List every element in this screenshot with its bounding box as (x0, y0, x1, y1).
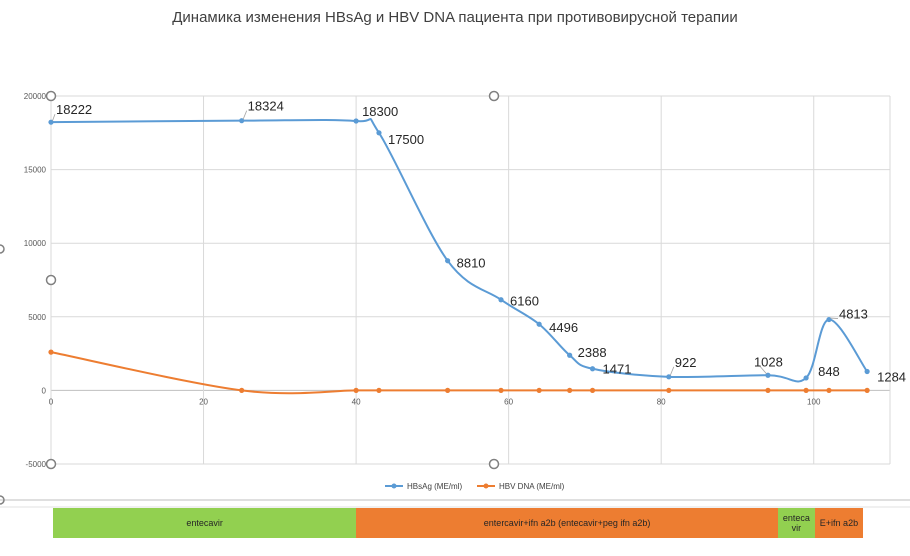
hbv-dna-marker (445, 387, 451, 393)
hbsag-marker (765, 372, 771, 378)
hbsag-marker (48, 119, 54, 125)
hbv-dna-marker (589, 387, 596, 393)
data-label: 6160 (510, 294, 539, 309)
y-tick-label: 5000 (28, 313, 46, 322)
series-lines (48, 117, 870, 395)
gridlines (0, 95, 910, 508)
data-label: 1028 (754, 354, 783, 369)
x-tick-label: 60 (504, 397, 513, 406)
hbv-dna-marker (239, 387, 245, 393)
data-label: 1284 (877, 369, 906, 384)
hbv-dna-marker (864, 387, 870, 393)
legend: HBsAg (МЕ/ml) HBV DNA (МЕ/ml) (385, 482, 565, 491)
data-label: 848 (818, 364, 840, 379)
data-label: 1471 (603, 362, 632, 377)
data-label: 4496 (549, 320, 578, 335)
hbv-dna-marker (567, 387, 573, 393)
hbsag-marker (445, 258, 451, 264)
chart-title: Динамика изменения HBsAg и HBV DNA пацие… (172, 9, 738, 26)
leader-line (830, 317, 839, 319)
y-tick-label: 15000 (24, 166, 47, 175)
hbsag-marker (376, 130, 382, 136)
resize-handle (488, 458, 500, 470)
hbv-dna-marker (48, 349, 54, 355)
hbv-dna-marker (803, 387, 809, 393)
hbv-dna-marker (765, 387, 771, 393)
data-label: 18324 (248, 99, 284, 114)
hbv-dna-marker (498, 387, 504, 393)
resize-handle (45, 90, 57, 102)
therapy-phase: enteca vir (777, 508, 815, 538)
selection-handles (0, 90, 500, 505)
y-tick-label: 0 (42, 386, 47, 395)
resize-handle (0, 244, 5, 254)
hbsag-line (50, 117, 868, 383)
hbsag-marker (589, 366, 596, 372)
y-tick-label: -5000 (26, 460, 47, 469)
hbv-dna-marker (666, 387, 672, 393)
data-label: 4813 (839, 307, 868, 322)
therapy-phase: entecavir (53, 508, 357, 538)
legend-marker (483, 483, 489, 489)
resize-handle (488, 90, 500, 102)
hbsag-marker (239, 118, 245, 124)
hbsag-marker (498, 297, 504, 303)
hbsag-marker (353, 118, 359, 124)
hbv-dna-marker (826, 387, 832, 393)
hbv-dna-marker (353, 387, 359, 393)
data-label: 18300 (362, 104, 398, 119)
legend-marker (391, 483, 397, 489)
hbsag-marker (666, 374, 672, 380)
leader-line (52, 114, 56, 121)
leader-line (669, 366, 675, 376)
data-label: 8810 (457, 256, 486, 271)
hbv-dna-marker (376, 387, 382, 393)
therapy-phase: entercavir+ifn a2b (entecavir+peg ifn a2… (356, 508, 778, 538)
data-label: 17500 (388, 132, 424, 147)
data-label: 922 (675, 355, 697, 370)
leader-line (242, 110, 248, 120)
therapy-phase: E+ifn a2b (814, 508, 863, 538)
x-tick-label: 20 (199, 397, 208, 406)
hbsag-marker (803, 375, 809, 381)
hbv-dna-line (50, 351, 868, 395)
resize-handle (0, 495, 5, 505)
data-label: 2388 (578, 345, 607, 360)
hbsag-marker (567, 352, 573, 358)
x-tick-label: 100 (807, 397, 821, 406)
legend-hbsag: HBsAg (МЕ/ml) (407, 482, 462, 491)
x-tick-label: 0 (49, 397, 54, 406)
data-label: 18222 (56, 102, 92, 117)
hbsag-marker (826, 316, 832, 323)
axes: -5000 0 5000 10000 15000 20000 0 20 40 60 80 100 (24, 92, 821, 469)
resize-handle (45, 274, 57, 286)
y-tick-label: 20000 (24, 92, 47, 101)
legend-hbv-dna: HBV DNA (МЕ/ml) (499, 482, 565, 491)
leader-line (759, 366, 767, 375)
hbv-dna-marker (536, 387, 542, 393)
hbsag-marker (536, 321, 542, 327)
x-tick-label: 80 (657, 397, 666, 406)
resize-handle (45, 458, 57, 470)
hbsag-marker (864, 368, 870, 375)
therapy-timeline: entecavir entercavir+ifn a2b (entecavir+p… (53, 508, 863, 538)
y-tick-label: 10000 (24, 239, 47, 248)
x-tick-label: 40 (352, 397, 361, 406)
